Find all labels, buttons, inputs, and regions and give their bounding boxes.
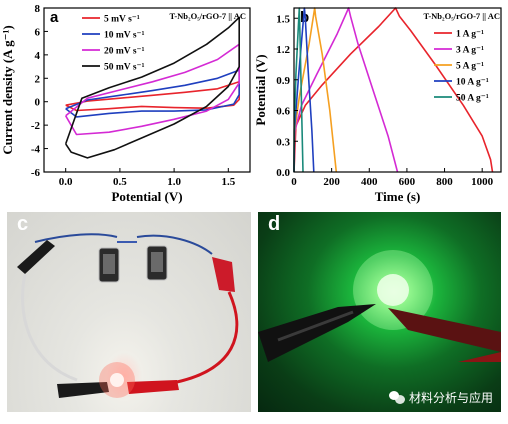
legend-label-4: 50 mV s⁻¹ [104, 63, 145, 73]
y-tick-label: -6 [31, 167, 41, 179]
y-axis-label: Current density (A g⁻¹) [0, 25, 15, 154]
y-tick-label: 1.5 [276, 13, 290, 25]
x-tick-label: 600 [399, 176, 416, 188]
y-tick-label: 2 [35, 73, 41, 85]
x-tick-label: 0.5 [113, 176, 127, 188]
photo-d-illustration [258, 250, 501, 362]
y-tick-label: 0.6 [276, 106, 290, 118]
series-line-1 [65, 81, 240, 112]
x-axis-label: Potential (V) [111, 189, 182, 204]
legend-label-3: 5 A g⁻¹ [456, 62, 484, 72]
photo-c-illustration [17, 233, 239, 398]
y-tick-label: 4 [35, 50, 41, 62]
series-line-1 [293, 7, 494, 173]
watermark: 材料分析与应用 [388, 389, 493, 406]
x-tick-label: 200 [323, 176, 340, 188]
legend-label-2: 10 mV s⁻¹ [104, 31, 145, 41]
panel-letter-c: c [17, 213, 29, 235]
watermark-text: 材料分析与应用 [408, 391, 493, 405]
y-tick-label: -4 [31, 144, 41, 156]
legend-label-5: 50 A g⁻¹ [456, 94, 489, 104]
wechat-icon [388, 391, 405, 404]
y-tick-label: 1.2 [276, 44, 290, 56]
panel-letter-d: d [268, 213, 281, 235]
y-tick-label: 8 [35, 3, 41, 15]
legend-title: T-Nb₂O₅/rGO-7 || AC [169, 11, 246, 21]
plot-frame [293, 7, 502, 173]
chart-a: a 0.0 0.5 1.0 1.5 -6 -4 -2 0 2 4 6 8 Potential (V) Cur… [0, 3, 251, 204]
x-axis-label: Time (s) [375, 189, 421, 204]
x-tick-label: 800 [436, 176, 453, 188]
x-tick-label: 0.0 [59, 176, 73, 188]
legend-label-2: 3 A g⁻¹ [456, 46, 484, 56]
x-tick-label: 1.5 [221, 176, 235, 188]
legend-label-1: 1 A g⁻¹ [456, 30, 484, 40]
legend-title: T-Nb₂O₅/rGO-7 || AC [423, 11, 500, 21]
y-tick-label: 0.0 [276, 167, 290, 179]
panel-letter-a: a [50, 9, 59, 26]
chart-b: b0 200 400 600 800 10000.00.30.60.91.21.5Time… [254, 7, 502, 204]
photo-red-led-demo: c [7, 212, 251, 412]
y-tick-label: -2 [31, 120, 41, 132]
x-tick-label: 400 [361, 176, 378, 188]
y-tick-label: 0.9 [276, 75, 290, 87]
y-tick-label: 0.3 [276, 136, 290, 148]
legend-label-1: 5 mV s⁻¹ [104, 15, 140, 25]
legend-label-4: 10 A g⁻¹ [456, 78, 489, 88]
legend-label-3: 20 mV s⁻¹ [104, 47, 145, 57]
x-tick-label: 1000 [471, 176, 494, 188]
series-line-4 [64, 16, 240, 159]
plot-frame [43, 7, 251, 173]
y-tick-label: 6 [35, 26, 41, 38]
x-tick-label: 1.0 [167, 176, 181, 188]
series-line-2 [65, 69, 240, 118]
x-tick-label: 0 [291, 176, 297, 188]
y-tick-label: 0 [35, 97, 41, 109]
series-line-3 [65, 43, 240, 136]
photo-green-led-demo: d 材料分析与应用 [258, 212, 501, 412]
y-axis-label: Potential (V) [254, 54, 268, 125]
